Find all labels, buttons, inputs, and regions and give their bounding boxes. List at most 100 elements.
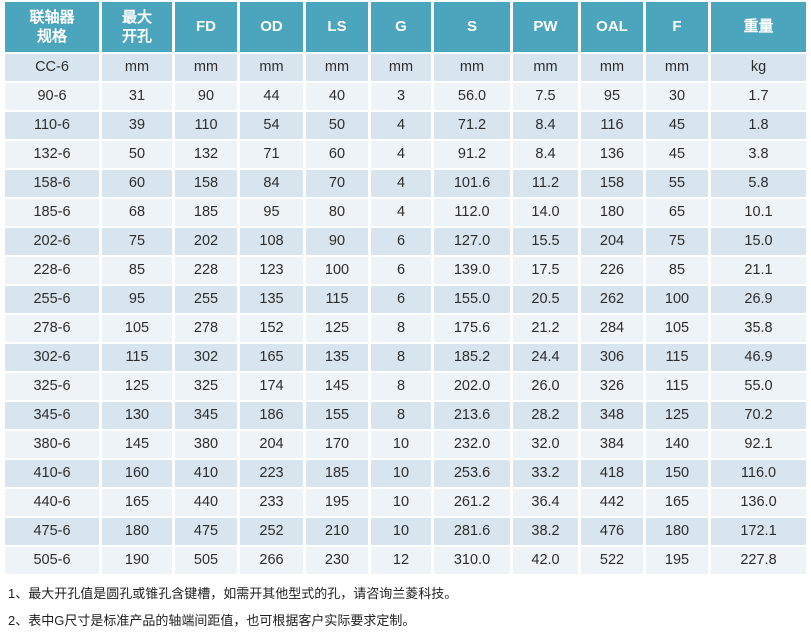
table-row-cell-oal: 204 <box>581 228 643 255</box>
units-row-cell-max-bore: mm <box>102 54 172 81</box>
table-row-cell-weight: 1.8 <box>711 112 806 139</box>
table-row-cell-g: 8 <box>371 402 431 429</box>
table-row-cell-fd: 158 <box>175 170 237 197</box>
table-row-cell-fd: 410 <box>175 460 237 487</box>
table-row-cell-od: 123 <box>240 257 303 284</box>
table-row-cell-fd: 475 <box>175 518 237 545</box>
table-row-cell-od: 54 <box>240 112 303 139</box>
table-row-cell-max-bore: 145 <box>102 431 172 458</box>
column-header-model: 联轴器 规格 <box>5 2 99 52</box>
table-row-cell-od: 165 <box>240 344 303 371</box>
column-header-s: S <box>434 2 510 52</box>
table-row-cell-od: 135 <box>240 286 303 313</box>
units-row-cell-fd: mm <box>175 54 237 81</box>
table-row-cell-fd: 325 <box>175 373 237 400</box>
table-row-cell-max-bore: 125 <box>102 373 172 400</box>
table-row-cell-model: 380-6 <box>5 431 99 458</box>
table-row-cell-pw: 20.5 <box>513 286 578 313</box>
coupling-spec-table: 联轴器 规格 最大 开孔 FD OD LS G S PW OAL F 重量 CC-6 mm mm mm mm… <box>2 0 809 576</box>
table-row-cell-g: 10 <box>371 460 431 487</box>
units-row-cell-weight: kg <box>711 54 806 81</box>
table-row-cell-s: 91.2 <box>434 141 510 168</box>
footnotes: 1、最大开孔值是圆孔或锥孔含键槽，如需开其他型式的孔，请咨询兰菱科技。 2、表中… <box>0 586 811 630</box>
table-row-cell-g: 6 <box>371 257 431 284</box>
table-row: 185-6 68 185 95 80 4 112.0 14.0 180 65 10.1 <box>5 199 806 226</box>
table-row-cell-weight: 70.2 <box>711 402 806 429</box>
table-row: 132-6 50 132 71 60 4 91.2 8.4 136 45 3.8 <box>5 141 806 168</box>
table-row-cell-model: 185-6 <box>5 199 99 226</box>
table-row-cell-od: 252 <box>240 518 303 545</box>
table-row-cell-model: 132-6 <box>5 141 99 168</box>
table-row-cell-pw: 11.2 <box>513 170 578 197</box>
table-row-cell-ls: 185 <box>306 460 368 487</box>
column-header-fd: FD <box>175 2 237 52</box>
table-row-cell-weight: 227.8 <box>711 547 806 574</box>
table-row: 440-6 165 440 233 195 10 261.2 36.4 442 165 136.0 <box>5 489 806 516</box>
table-row: 475-6 180 475 252 210 10 281.6 38.2 476 180 172.1 <box>5 518 806 545</box>
table-row-cell-ls: 195 <box>306 489 368 516</box>
table-row-cell-ls: 60 <box>306 141 368 168</box>
column-header-pw: PW <box>513 2 578 52</box>
table-row-cell-s: 232.0 <box>434 431 510 458</box>
table-row-cell-model: 158-6 <box>5 170 99 197</box>
table-row-cell-fd: 380 <box>175 431 237 458</box>
table-row-cell-weight: 136.0 <box>711 489 806 516</box>
table-row-cell-fd: 90 <box>175 83 237 110</box>
table-row-cell-max-bore: 95 <box>102 286 172 313</box>
table-row-cell-weight: 15.0 <box>711 228 806 255</box>
table-row-cell-f: 195 <box>646 547 708 574</box>
units-row: CC-6 mm mm mm mm mm mm mm mm mm kg <box>5 54 806 81</box>
table-row-cell-weight: 55.0 <box>711 373 806 400</box>
table-row-cell-max-bore: 160 <box>102 460 172 487</box>
table-row-cell-pw: 17.5 <box>513 257 578 284</box>
table-row-cell-weight: 172.1 <box>711 518 806 545</box>
table-row-cell-max-bore: 39 <box>102 112 172 139</box>
table-row-cell-ls: 135 <box>306 344 368 371</box>
table-row-cell-f: 45 <box>646 112 708 139</box>
units-row-cell-oal: mm <box>581 54 643 81</box>
table-row-cell-s: 185.2 <box>434 344 510 371</box>
table-row-cell-model: 345-6 <box>5 402 99 429</box>
table-row-cell-oal: 384 <box>581 431 643 458</box>
table-row-cell-f: 85 <box>646 257 708 284</box>
table-row-cell-max-bore: 50 <box>102 141 172 168</box>
table-row-cell-od: 108 <box>240 228 303 255</box>
table-row-cell-weight: 10.1 <box>711 199 806 226</box>
table-row-cell-g: 10 <box>371 431 431 458</box>
table-row-cell-oal: 476 <box>581 518 643 545</box>
table-row-cell-ls: 50 <box>306 112 368 139</box>
table-row: 90-6 31 90 44 40 3 56.0 7.5 95 30 1.7 <box>5 83 806 110</box>
table-row-cell-od: 186 <box>240 402 303 429</box>
table-row-cell-od: 233 <box>240 489 303 516</box>
column-header-od: OD <box>240 2 303 52</box>
units-row-cell-pw: mm <box>513 54 578 81</box>
table-row-cell-model: 302-6 <box>5 344 99 371</box>
table-row-cell-fd: 505 <box>175 547 237 574</box>
table-row-cell-model: 255-6 <box>5 286 99 313</box>
table-row-cell-fd: 185 <box>175 199 237 226</box>
table-row-cell-g: 8 <box>371 373 431 400</box>
table-row-cell-oal: 522 <box>581 547 643 574</box>
table-row-cell-ls: 115 <box>306 286 368 313</box>
table-row-cell-model: 410-6 <box>5 460 99 487</box>
table-row: 255-6 95 255 135 115 6 155.0 20.5 262 100 26.9 <box>5 286 806 313</box>
table-row-cell-ls: 170 <box>306 431 368 458</box>
table-row-cell-g: 4 <box>371 170 431 197</box>
table-row-cell-oal: 284 <box>581 315 643 342</box>
table-row-cell-ls: 40 <box>306 83 368 110</box>
table-row-cell-s: 253.6 <box>434 460 510 487</box>
column-header-ls: LS <box>306 2 368 52</box>
table-row-cell-ls: 230 <box>306 547 368 574</box>
table-row-cell-s: 71.2 <box>434 112 510 139</box>
table-row-cell-model: 505-6 <box>5 547 99 574</box>
table-row-cell-oal: 226 <box>581 257 643 284</box>
table-row-cell-max-bore: 75 <box>102 228 172 255</box>
units-row-cell-model: CC-6 <box>5 54 99 81</box>
table-row-cell-fd: 278 <box>175 315 237 342</box>
table-row-cell-od: 266 <box>240 547 303 574</box>
table-row: 202-6 75 202 108 90 6 127.0 15.5 204 75 15.0 <box>5 228 806 255</box>
table-row-cell-weight: 35.8 <box>711 315 806 342</box>
table-row: 228-6 85 228 123 100 6 139.0 17.5 226 85 21.1 <box>5 257 806 284</box>
table-row-cell-max-bore: 85 <box>102 257 172 284</box>
table-row-cell-pw: 38.2 <box>513 518 578 545</box>
